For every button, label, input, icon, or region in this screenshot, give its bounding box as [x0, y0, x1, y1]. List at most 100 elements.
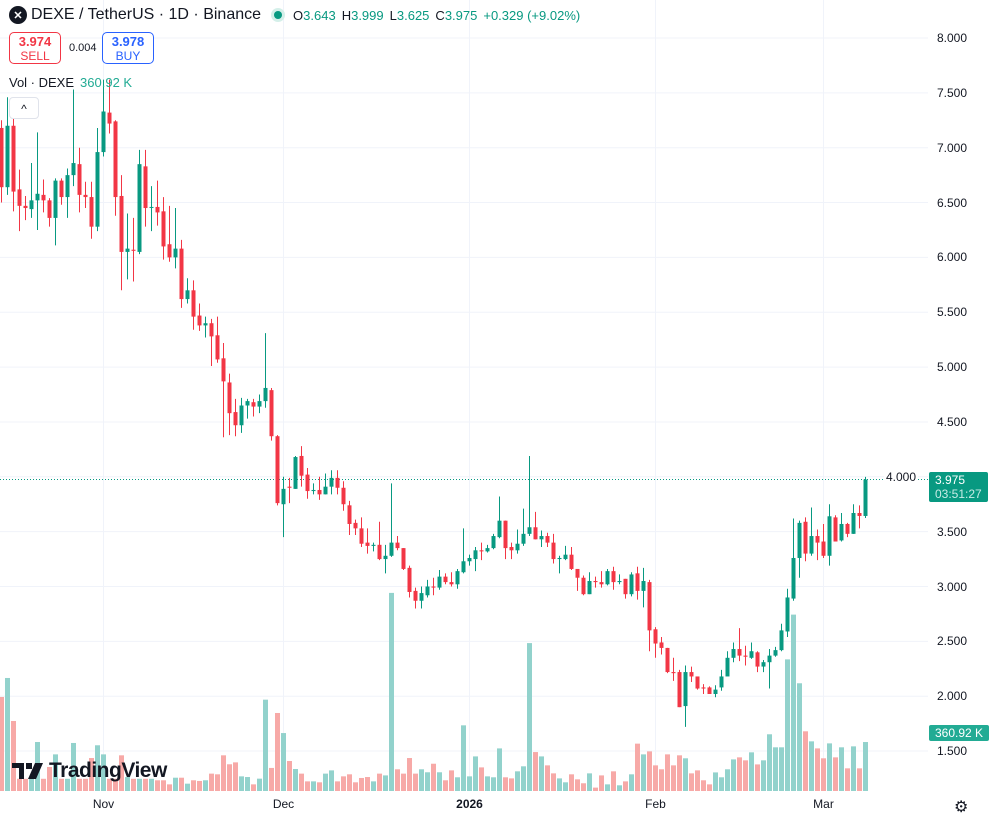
candle [509, 542, 514, 560]
chart-legend-header: ✕ DEXE / TetherUS · 1D · Binance O3.643 … [9, 6, 580, 24]
volume-tag: 360.92 K [929, 725, 990, 741]
close-value: 3.975 [444, 7, 478, 23]
candle [347, 500, 352, 535]
candle-body [299, 455, 304, 476]
candle [413, 587, 418, 609]
candle-body [65, 175, 70, 198]
time-axis-label: Mar [813, 797, 834, 811]
time-axis-label: Nov [92, 797, 115, 811]
volume-bar [479, 767, 484, 791]
volume-legend[interactable]: Vol · DEXE 360.92 K [9, 75, 132, 90]
volume-bar [695, 770, 700, 791]
candle [791, 518, 796, 601]
candle-body [695, 676, 700, 689]
volume-bar [863, 742, 868, 791]
candle-body [173, 248, 178, 258]
candle [863, 476, 868, 518]
volume-bar [299, 773, 304, 791]
volume-bar [647, 751, 652, 791]
sell-label: SELL [20, 49, 50, 63]
candle [293, 455, 298, 489]
candle [587, 572, 592, 595]
candle-body [485, 548, 490, 552]
volume-bar [545, 765, 550, 791]
volume-bar [425, 772, 430, 791]
candle [665, 647, 670, 674]
candle [437, 570, 442, 590]
candle-body [677, 672, 682, 708]
volume-bar [455, 777, 460, 791]
candle [569, 547, 574, 571]
buy-button[interactable]: 3.978 BUY [102, 32, 154, 64]
volume-bar [149, 778, 154, 791]
candle-body [521, 533, 526, 544]
candle-body [713, 689, 718, 695]
volume-label: Vol · DEXE [9, 75, 75, 90]
candle-body [701, 687, 706, 689]
candle [809, 507, 814, 556]
volume-bar [713, 772, 718, 791]
candle-body [839, 523, 844, 541]
volume-bar [335, 781, 340, 791]
volume-bar [449, 770, 454, 791]
candle [431, 577, 436, 596]
candle [617, 574, 622, 585]
candle [485, 544, 490, 553]
candle-body [737, 649, 742, 656]
volume-bar [155, 780, 160, 791]
candle-body [599, 582, 604, 585]
candle [761, 659, 766, 673]
volume-bar [557, 778, 562, 791]
volume-bar [83, 778, 88, 791]
candle-body [131, 249, 136, 251]
volume-bar [485, 776, 490, 791]
candle-body [101, 111, 106, 153]
volume-bar [341, 776, 346, 791]
volume-bar [245, 777, 250, 791]
candle [299, 446, 304, 487]
candle [629, 572, 634, 597]
volume-bar [161, 780, 166, 791]
candle-body [473, 550, 478, 560]
candle [419, 586, 424, 609]
last-price-tag: 3.975 03:51:27 [929, 472, 988, 502]
candle-body [755, 652, 760, 667]
price-axis-label: 3.500 [937, 524, 968, 539]
candle-body [437, 576, 442, 588]
price-axis-label: 4.500 [937, 414, 968, 429]
candle [659, 636, 664, 655]
candle [113, 120, 118, 216]
candle [185, 278, 190, 304]
symbol-title[interactable]: DEXE / TetherUS · 1D · Binance [31, 6, 262, 23]
volume-bar [815, 748, 820, 791]
candle [455, 568, 460, 589]
volume-bar [209, 773, 214, 791]
candle-body [257, 401, 262, 407]
candle-body [305, 474, 310, 492]
chart-settings-icon[interactable]: ⚙ [954, 799, 969, 816]
candle [671, 657, 676, 681]
candle [635, 566, 640, 600]
tradingview-watermark[interactable]: TradingView [12, 759, 167, 783]
close-label: C [435, 7, 445, 23]
collapse-legend-button[interactable]: ^ [9, 97, 39, 119]
candle-body [455, 571, 460, 585]
volume-bar [407, 758, 412, 791]
candle-body [95, 152, 100, 227]
candle [167, 205, 172, 262]
candle-body [791, 557, 796, 599]
candle-body [623, 578, 628, 595]
candle [305, 468, 310, 499]
volume-bar [749, 752, 754, 791]
candle [191, 280, 196, 330]
candle [785, 588, 790, 637]
volume-bar [167, 784, 172, 791]
candle-body [335, 477, 340, 488]
volume-bar [605, 784, 610, 791]
sell-button[interactable]: 3.974 SELL [9, 32, 61, 64]
candle [425, 579, 430, 598]
volume-bar [89, 758, 94, 791]
volume-bar [23, 778, 28, 791]
volume-bar [551, 773, 556, 791]
